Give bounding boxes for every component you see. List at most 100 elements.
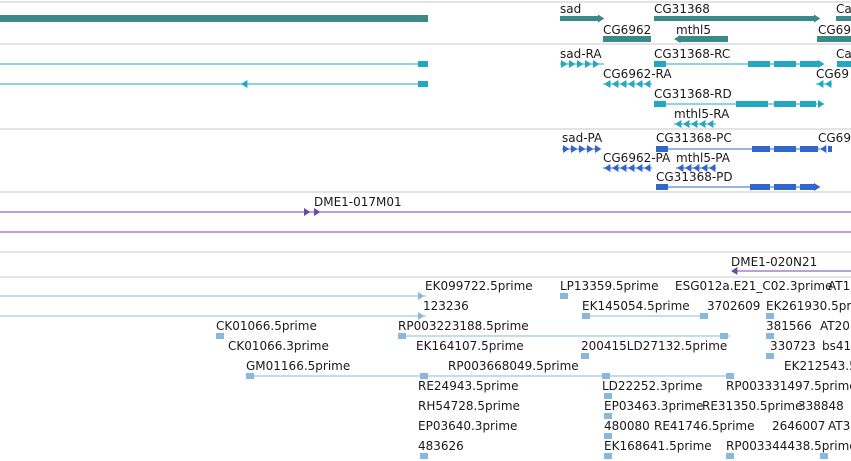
rna-cg6962-ra-arrow[interactable] <box>628 80 635 88</box>
protein-label-cg31368-pc: CG31368-PC <box>656 131 732 145</box>
est-label: GM01166.5prime <box>246 359 350 373</box>
gene-bar-mthl5[interactable] <box>678 36 728 42</box>
est-block[interactable] <box>604 393 612 399</box>
gene-arrow-cg31368[interactable] <box>814 14 821 23</box>
est-arrow[interactable] <box>418 312 425 320</box>
rna-cg31368-rc-arrow[interactable] <box>818 60 825 68</box>
est-block[interactable] <box>420 453 428 459</box>
protein-mthl5-pa-arrow[interactable] <box>701 164 708 172</box>
est-block[interactable] <box>560 293 568 299</box>
protein-cg31368-pc-exon[interactable] <box>800 146 818 152</box>
est-label: EP03463.3prime <box>604 399 703 413</box>
protein-cg6962-pa-arrow[interactable] <box>604 164 611 172</box>
est-block[interactable] <box>726 373 734 379</box>
gene-bar-cg6962[interactable] <box>603 36 651 42</box>
protein-cg69-exon[interactable] <box>828 146 832 152</box>
protein-sad-pa-arrow[interactable] <box>579 145 586 153</box>
est-block[interactable] <box>604 453 612 459</box>
rna-sad-ra-arrow[interactable] <box>585 60 592 68</box>
gene-label-ca: Ca <box>836 2 851 16</box>
rna-mthl5-ra-arrow[interactable] <box>699 120 706 128</box>
rna-cg6962-ra-arrow[interactable] <box>620 80 627 88</box>
rna-cg6962-ra-arrow[interactable] <box>636 80 643 88</box>
est-label: CK01066.5prime <box>216 319 317 333</box>
protein-mthl5-pa-arrow[interactable] <box>693 164 700 172</box>
protein-sad-pa-arrow[interactable] <box>563 145 570 153</box>
rna-sad-ra-arrow[interactable] <box>569 60 576 68</box>
gene-bar-cg31368[interactable] <box>654 16 814 21</box>
rna-cg31368-rc-exon[interactable] <box>654 61 666 67</box>
protein-cg6962-pa-arrow[interactable] <box>620 164 627 172</box>
rna-sad-ra-arrow[interactable] <box>593 60 600 68</box>
protein-mthl5-pa-arrow[interactable] <box>677 164 684 172</box>
est-label: LP13359.5prime <box>560 279 659 293</box>
rna-sad-ra-arrow[interactable] <box>577 60 584 68</box>
protein-cg31368-pd-arrow[interactable] <box>814 183 821 191</box>
amplicon-arrow[interactable] <box>304 208 311 216</box>
rna-cg31368-rc-exon[interactable] <box>800 61 818 67</box>
est-block[interactable] <box>604 413 612 419</box>
protein-cg31368-pc-exon[interactable] <box>752 146 770 152</box>
rna-mthl5-ra-arrow[interactable] <box>691 120 698 128</box>
rna-cg69-ra-arrow[interactable] <box>817 80 824 88</box>
rna-ca-exon[interactable] <box>837 61 851 67</box>
est-block[interactable] <box>766 353 774 359</box>
protein-cg31368-pd-exon[interactable] <box>774 184 796 190</box>
protein-label-cg31368-pd: CG31368-PD <box>656 170 733 184</box>
gene-bar-sad[interactable] <box>560 16 598 21</box>
gene-bar-cg69[interactable] <box>817 36 851 42</box>
rna-cg31368-rc-exon[interactable] <box>774 61 796 67</box>
protein-cg31368-pc-exon[interactable] <box>656 146 668 152</box>
protein-sad-pa-arrow[interactable] <box>571 145 578 153</box>
rna-cg31368-rd-exon[interactable] <box>800 101 816 107</box>
rna-cg6962-ra-arrow[interactable] <box>644 80 651 88</box>
rna-sad-ra-arrow[interactable] <box>561 60 568 68</box>
protein-cg31368-pd-exon[interactable] <box>800 184 814 190</box>
rna-cg69-ra-arrow[interactable] <box>825 80 832 88</box>
amplicon-label-dme1-017m01: DME1-017M01 <box>314 195 402 209</box>
rna-cg31368-rd-arrow[interactable] <box>818 100 825 108</box>
rna-cg31368-rd-exon[interactable] <box>774 101 796 107</box>
rna-mthl5-ra-arrow[interactable] <box>683 120 690 128</box>
rna-exon-2[interactable] <box>418 81 428 87</box>
est-block[interactable] <box>216 333 224 339</box>
est-label: EK261930.5prime <box>766 299 851 313</box>
rna-cg6962-ra-arrow[interactable] <box>604 80 611 88</box>
protein-cg31368-pd-exon[interactable] <box>750 184 770 190</box>
est-block[interactable] <box>581 353 589 359</box>
gene-bar-ca[interactable] <box>836 16 851 21</box>
protein-cg6962-pa-arrow[interactable] <box>612 164 619 172</box>
protein-mthl5-pa-arrow[interactable] <box>685 164 692 172</box>
protein-cg31368-pd-exon[interactable] <box>656 184 668 190</box>
protein-cg31368-pc-exon[interactable] <box>774 146 796 152</box>
rna-arrow-2[interactable] <box>241 80 248 88</box>
rna-cg31368-rd-exon[interactable] <box>736 101 768 107</box>
amplicon-arrow[interactable] <box>314 208 321 216</box>
protein-mthl5-pa-arrow[interactable] <box>709 164 716 172</box>
protein-cg6962-pa-arrow[interactable] <box>628 164 635 172</box>
rna-mthl5-ra-arrow[interactable] <box>707 120 714 128</box>
est-block[interactable] <box>766 313 774 319</box>
gene-arrow-mthl5[interactable] <box>674 35 681 43</box>
gene-arrow-sad[interactable] <box>598 14 605 23</box>
rna-cg6962-ra-arrow[interactable] <box>612 80 619 88</box>
gene-bar-left[interactable] <box>0 15 428 22</box>
rna-cg31368-rc-exon[interactable] <box>748 61 770 67</box>
rna-cg31368-rd-exon[interactable] <box>654 101 666 107</box>
est-block[interactable] <box>700 313 708 319</box>
est-label: EP03640.3prime <box>418 419 517 433</box>
est-label: RP003668049.5prime <box>448 359 579 373</box>
protein-cg6962-pa-arrow[interactable] <box>644 164 651 172</box>
est-block[interactable] <box>726 453 734 459</box>
protein-cg69-arrow[interactable] <box>820 145 827 153</box>
est-block[interactable] <box>766 333 774 339</box>
est-block[interactable] <box>820 453 828 459</box>
est-arrow[interactable] <box>418 292 425 300</box>
protein-cg6962-pa-arrow[interactable] <box>636 164 643 172</box>
protein-sad-pa-arrow[interactable] <box>595 145 602 153</box>
amplicon-arrow[interactable] <box>731 267 738 275</box>
rna-mthl5-ra-arrow[interactable] <box>675 120 682 128</box>
est-block[interactable] <box>604 433 612 439</box>
protein-sad-pa-arrow[interactable] <box>587 145 594 153</box>
rna-exon-1[interactable] <box>418 61 428 67</box>
